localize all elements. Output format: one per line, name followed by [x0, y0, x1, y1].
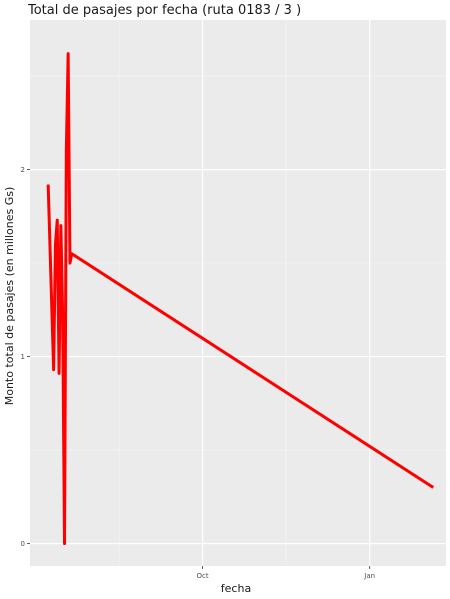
y-tick-label: 0 — [21, 540, 25, 548]
x-axis-title: fecha — [221, 582, 251, 595]
major-gridlines — [30, 20, 446, 566]
x-tick-label: Oct — [197, 572, 209, 580]
y-axis: 0 1 2 — [21, 166, 30, 548]
x-axis: Oct Jan — [197, 566, 375, 580]
series-layer — [46, 52, 435, 546]
plot-panel — [30, 20, 446, 566]
x-tick-label: Jan — [363, 572, 375, 580]
chart-title: Total de pasajes por fecha (ruta 0183 / … — [27, 3, 301, 18]
y-axis-title: Monto total de pasajes (en millones Gs) — [3, 187, 16, 406]
y-tick-label: 1 — [21, 353, 25, 361]
y-tick-label: 2 — [21, 166, 25, 174]
series-line — [46, 52, 435, 546]
